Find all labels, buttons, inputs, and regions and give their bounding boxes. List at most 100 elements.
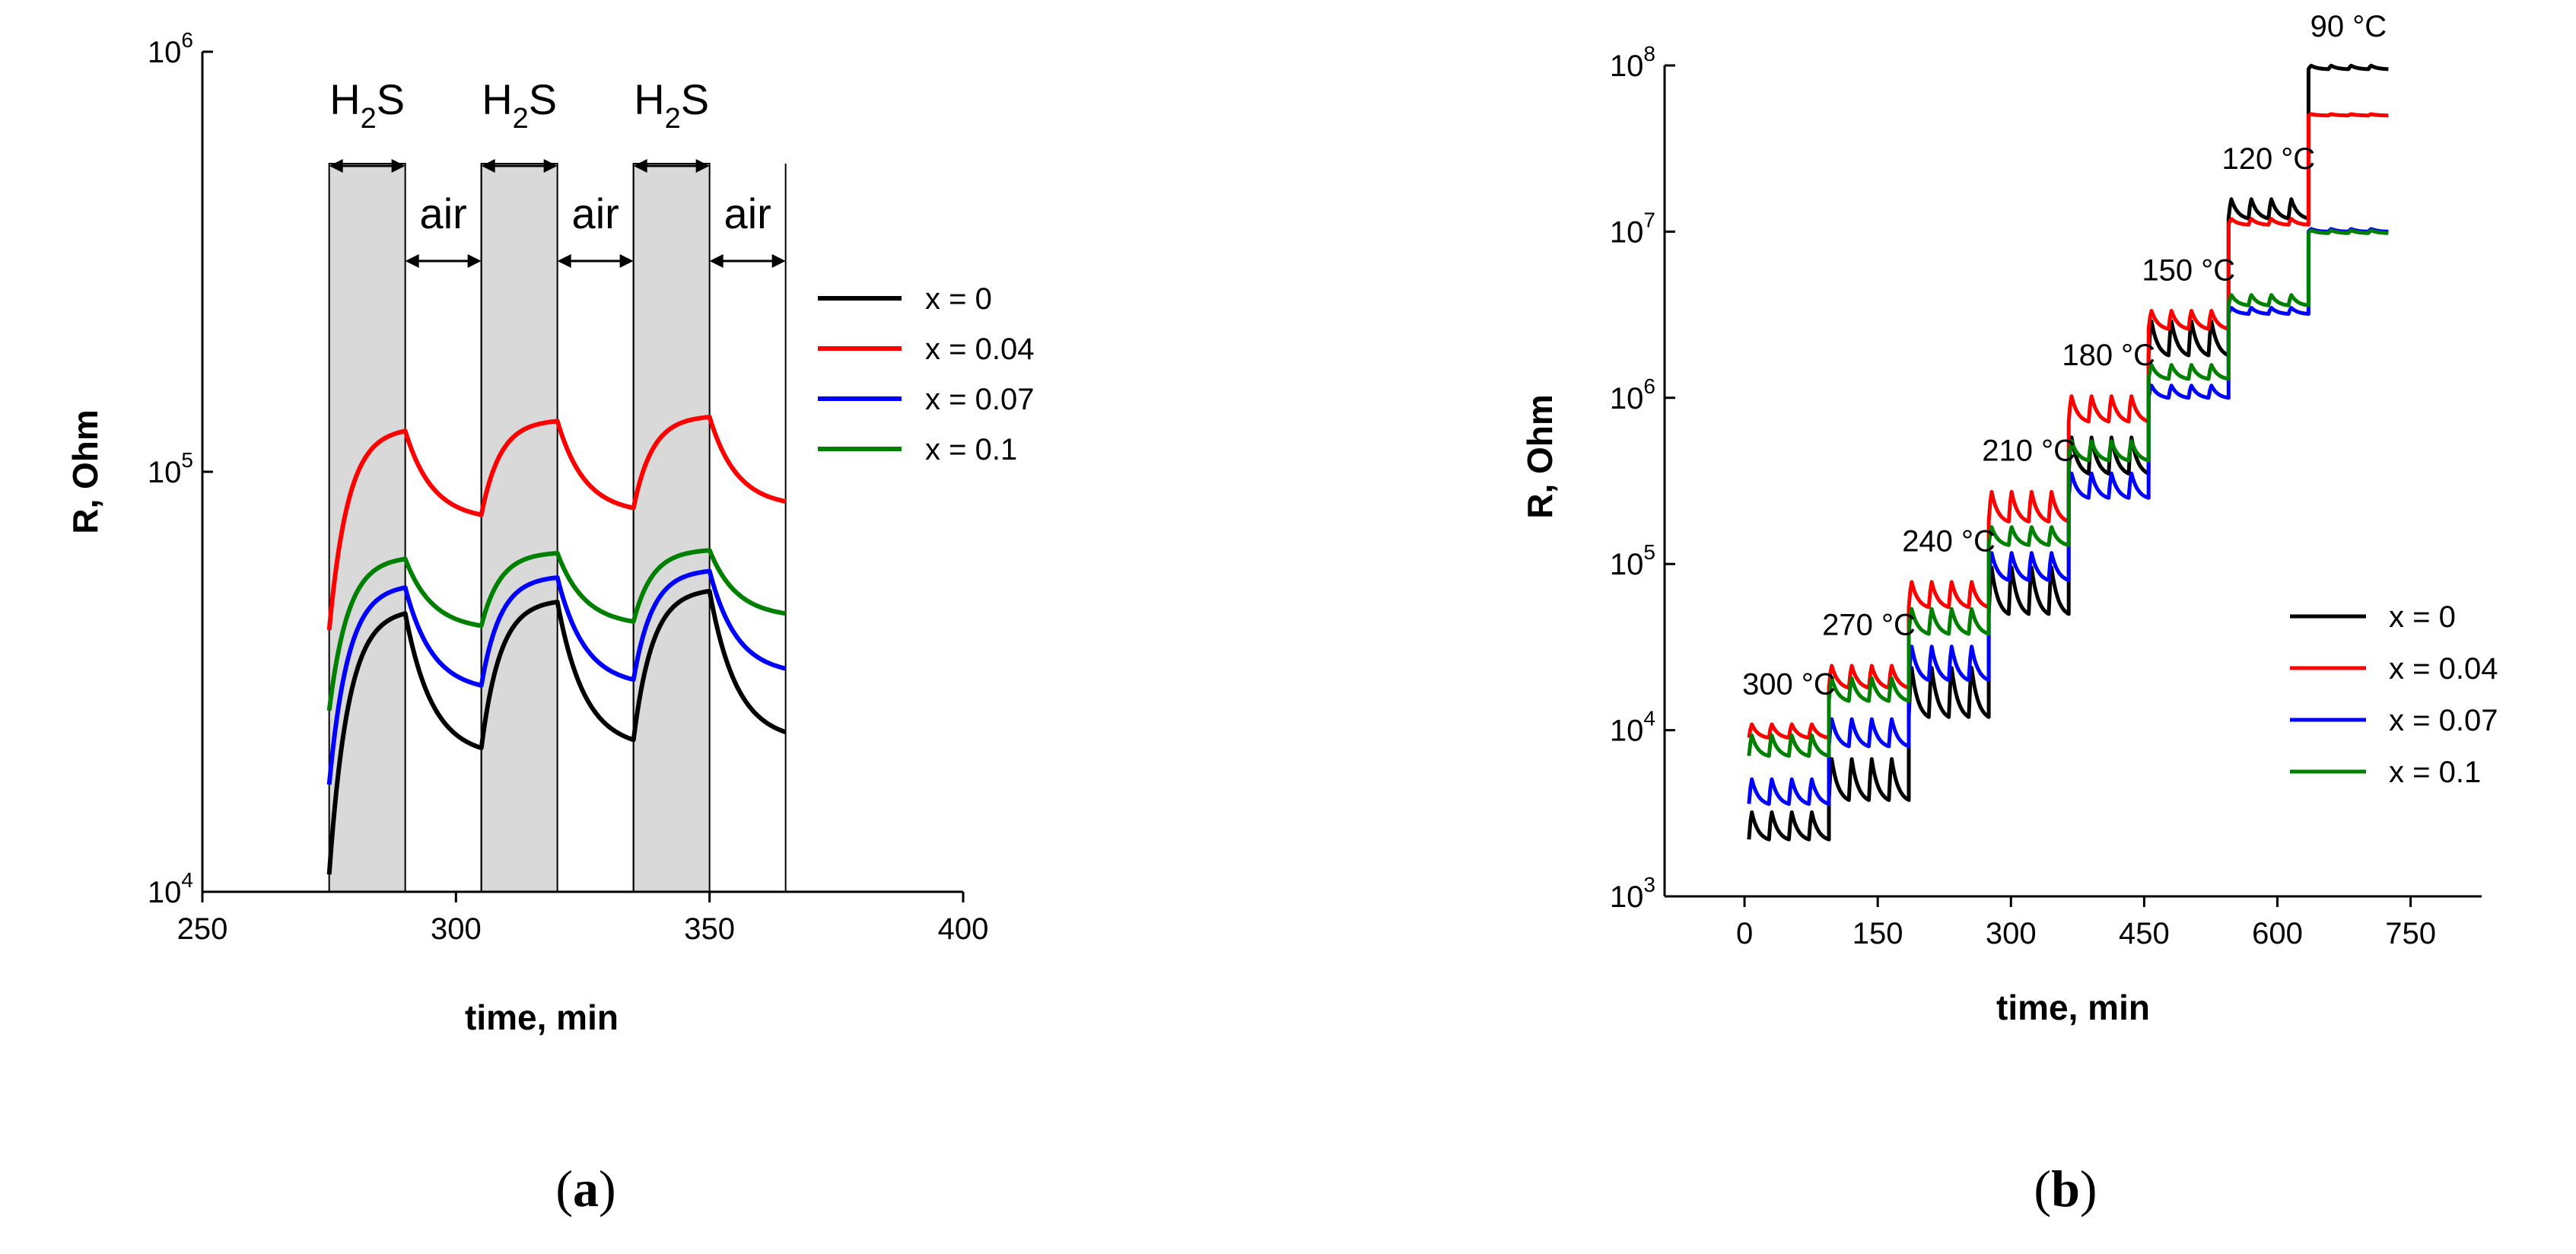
y-tick-label-b-0-base: 10: [1610, 880, 1644, 914]
air-arrow-1-head-left: [405, 254, 419, 268]
legend-label-b-0: x = 0: [2389, 600, 2456, 634]
x-tick-label-b-3: 450: [2119, 917, 2170, 950]
air-arrow-3-head-left: [709, 254, 724, 268]
y-tick-label-b-0: 103: [1610, 873, 1655, 914]
series-line-a-0: [326, 588, 787, 875]
y-tick-label-a-2-base: 10: [148, 36, 182, 69]
x-tick-label-b-1: 150: [1852, 917, 1903, 950]
h2s-label-2: H2S: [482, 75, 557, 135]
panel-a-caption: (a): [555, 1160, 615, 1217]
y-tick-label-a-1: 105: [148, 448, 193, 489]
h2s-label-1-label_sub: 2: [361, 103, 377, 135]
h2s-arrow-2-head-left: [481, 159, 495, 173]
air-arrow-1-head-right: [467, 254, 482, 268]
panel-b-axes: [1663, 65, 2482, 898]
y-tick-label-b-5-base: 10: [1610, 49, 1644, 83]
legend-label-a-1: x = 0.04: [925, 333, 1034, 366]
y-tick-label-a-0-base: 10: [148, 876, 182, 909]
h2s-label-2-label_sub: 2: [513, 103, 529, 135]
panel-b-legend: x = 0 x = 0.04 x = 0.07 x = 0.1: [2290, 600, 2498, 789]
h2s-label-1-label_end: S: [377, 75, 405, 123]
air-arrow-3-head-right: [771, 254, 786, 268]
air-label-1: air: [420, 189, 467, 237]
h2s-arrow-1-head-left: [329, 159, 343, 173]
temperature-label-3: 210 °C: [1982, 434, 2075, 468]
h2s-label-3-label_end: S: [681, 75, 709, 123]
y-tick-label-b-5: 108: [1610, 42, 1655, 83]
h2s-label-3: H2S: [634, 75, 709, 135]
h2s-arrow-1-head-right: [391, 159, 405, 173]
series-line-b-3: [1747, 228, 2389, 758]
y-tick-label-b-4-exp: 7: [1643, 208, 1655, 231]
y-tick-label-b-2-exp: 5: [1643, 540, 1655, 564]
y-tick-label-a-0-exp: 4: [181, 868, 193, 892]
temperature-label-5: 150 °C: [2142, 254, 2235, 288]
y-tick-label-b-3-exp: 6: [1643, 374, 1655, 398]
y-tick-label-a-1-base: 10: [148, 456, 182, 489]
temperature-label-7: 90 °C: [2310, 10, 2387, 43]
panel-a-axes: [201, 52, 963, 893]
legend-label-a-3: x = 0.1: [925, 433, 1017, 466]
y-tick-label-b-3: 106: [1610, 374, 1655, 415]
series-line-a-3: [326, 548, 787, 711]
legend-label-a-0: x = 0: [925, 282, 992, 316]
series-line-b-1: [1747, 112, 2389, 740]
x-tick-label-a-0: 250: [177, 912, 228, 946]
legend-label-a-2: x = 0.07: [925, 383, 1034, 416]
series-line-a-1: [326, 415, 787, 631]
y-tick-label-b-2: 105: [1610, 540, 1655, 581]
legend-label-b-3: x = 0.1: [2389, 756, 2481, 789]
y-tick-label-b-4: 107: [1610, 208, 1655, 249]
h2s-arrow-3-head-right: [695, 159, 710, 173]
h2s-label-3-label_main: H: [634, 75, 664, 123]
y-tick-label-b-1: 104: [1610, 707, 1655, 748]
h2s-label-1: H2S: [329, 75, 405, 135]
air-label-3: air: [724, 189, 771, 237]
h2s-label-2-label_end: S: [529, 75, 557, 123]
air-arrow-2-head-left: [557, 254, 571, 268]
y-tick-label-b-5-exp: 8: [1643, 42, 1655, 65]
h2s-label-3-label_sub: 2: [665, 103, 681, 135]
y-tick-label-a-1-exp: 5: [181, 448, 193, 472]
panel-a-y-label: R, Ohm: [65, 409, 105, 534]
h2s-arrow-3-head-left: [633, 159, 647, 173]
h2s-window-2: [480, 163, 558, 893]
x-tick-label-b-5: 750: [2385, 917, 2436, 950]
y-tick-label-b-4-base: 10: [1610, 215, 1644, 249]
y-tick-label-a-2-exp: 6: [181, 28, 193, 52]
y-tick-label-b-1-base: 10: [1610, 715, 1644, 748]
y-tick-label-a-0: 104: [148, 868, 193, 909]
air-label-2: air: [572, 189, 619, 237]
panel-b-y-label: R, Ohm: [1520, 394, 1560, 519]
h2s-label-1-label_main: H: [329, 75, 360, 123]
h2s-window-3: [632, 163, 711, 893]
temperature-label-0: 300 °C: [1742, 668, 1836, 702]
h2s-label-2-label_main: H: [482, 75, 512, 123]
temperature-label-1: 270 °C: [1822, 609, 1916, 642]
legend-label-b-1: x = 0.04: [2389, 652, 2498, 686]
x-tick-label-b-4: 600: [2252, 917, 2303, 950]
panel-b-x-label: time, min: [1996, 988, 2150, 1027]
y-tick-label-b-1-exp: 4: [1643, 707, 1655, 730]
temperature-label-4: 180 °C: [2062, 339, 2155, 372]
panel-a-legend: x = 0 x = 0.04 x = 0.07 x = 0.1: [818, 282, 1034, 466]
x-tick-label-a-3: 400: [938, 912, 989, 946]
series-line-a-2: [326, 568, 787, 785]
x-tick-label-b-2: 300: [1986, 917, 2037, 950]
h2s-arrow-2-head-right: [543, 159, 558, 173]
temperature-label-2: 240 °C: [1902, 524, 1996, 558]
air-arrow-2-head-right: [619, 254, 634, 268]
temperature-label-6: 120 °C: [2221, 142, 2315, 176]
x-tick-label-b-0: 0: [1736, 917, 1753, 950]
y-tick-label-b-0-exp: 3: [1643, 873, 1655, 896]
legend-label-b-2: x = 0.07: [2389, 704, 2498, 737]
y-tick-label-b-3-base: 10: [1610, 382, 1644, 415]
x-tick-label-a-2: 350: [684, 912, 735, 946]
panel-a-x-label: time, min: [465, 998, 619, 1037]
panel-b-caption: (b): [2034, 1160, 2097, 1217]
y-tick-label-a-2: 106: [148, 28, 193, 69]
y-tick-label-b-2-base: 10: [1610, 548, 1644, 581]
